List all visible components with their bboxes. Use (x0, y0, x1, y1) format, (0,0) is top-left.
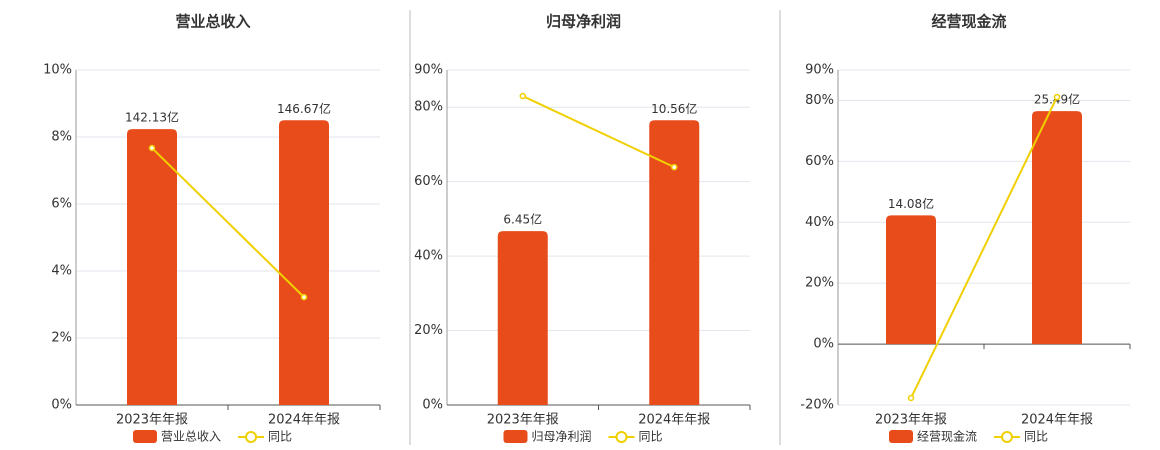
y-tick-label: 20% (805, 276, 834, 291)
y-tick-label: 60% (414, 174, 443, 189)
bar (1032, 111, 1082, 345)
x-tick-label: 2023年年报 (875, 413, 947, 428)
legend-label: 经营现金流 (917, 429, 977, 444)
x-tick-label: 2023年年报 (116, 413, 188, 428)
y-tick-label: 40% (805, 215, 834, 230)
legend-swatch (503, 430, 528, 443)
value-label: 14.08亿 (888, 196, 934, 211)
legend-label: 同比 (639, 430, 663, 444)
bar (886, 215, 936, 345)
y-tick-label: 0% (813, 337, 834, 352)
line-point (907, 394, 915, 402)
legend-label: 同比 (1024, 430, 1048, 444)
legend-marker (245, 431, 257, 443)
x-tick-label: 2024年年报 (268, 413, 340, 428)
y-tick-label: 0% (422, 398, 443, 413)
x-tick-label: 2024年年报 (638, 413, 710, 428)
legend-marker (615, 431, 628, 443)
y-tick-label: 80% (414, 100, 443, 115)
chart-title: 归母净利润 (546, 13, 621, 31)
legend-label: 归母净利润 (532, 430, 592, 444)
chart-title: 营业总收入 (175, 13, 250, 31)
legend-label: 营业总收入 (161, 430, 221, 444)
legend-swatch (133, 430, 157, 443)
line-point (300, 293, 308, 301)
legend-swatch (889, 430, 913, 443)
line (522, 95, 675, 169)
y-tick-label: 60% (805, 154, 834, 169)
x-tick-label: 2024年年报 (1021, 413, 1093, 428)
y-tick-label: 8% (51, 130, 72, 145)
y-tick-label: 4% (51, 264, 72, 279)
x-tick-label: 2023年年报 (487, 413, 559, 428)
y-tick-label: 6% (51, 197, 72, 212)
bar (497, 231, 548, 405)
y-tick-label: 2% (51, 331, 72, 346)
y-tick-label: 90% (805, 63, 834, 78)
bar (279, 120, 329, 405)
y-tick-label: 80% (805, 93, 834, 108)
line-point (671, 163, 678, 171)
bar (649, 120, 700, 405)
chart-title: 经营现金流 (931, 13, 1006, 31)
value-label: 146.67亿 (277, 101, 331, 116)
line-point (148, 144, 156, 152)
line-point (519, 92, 526, 100)
line (910, 96, 1058, 399)
y-tick-label: -20% (800, 398, 834, 413)
y-tick-label: 10% (43, 63, 72, 78)
value-label: 6.45亿 (503, 212, 542, 227)
value-label: 142.13亿 (125, 110, 179, 125)
value-label: 10.56亿 (651, 101, 697, 116)
line (151, 147, 305, 298)
y-tick-label: 90% (414, 63, 443, 78)
bar (127, 129, 177, 406)
line-point (1053, 93, 1061, 101)
y-tick-label: 0% (51, 398, 72, 413)
y-tick-label: 40% (414, 249, 443, 264)
legend-label: 同比 (268, 430, 292, 444)
y-tick-label: 20% (414, 323, 443, 338)
legend-marker (1001, 431, 1013, 443)
